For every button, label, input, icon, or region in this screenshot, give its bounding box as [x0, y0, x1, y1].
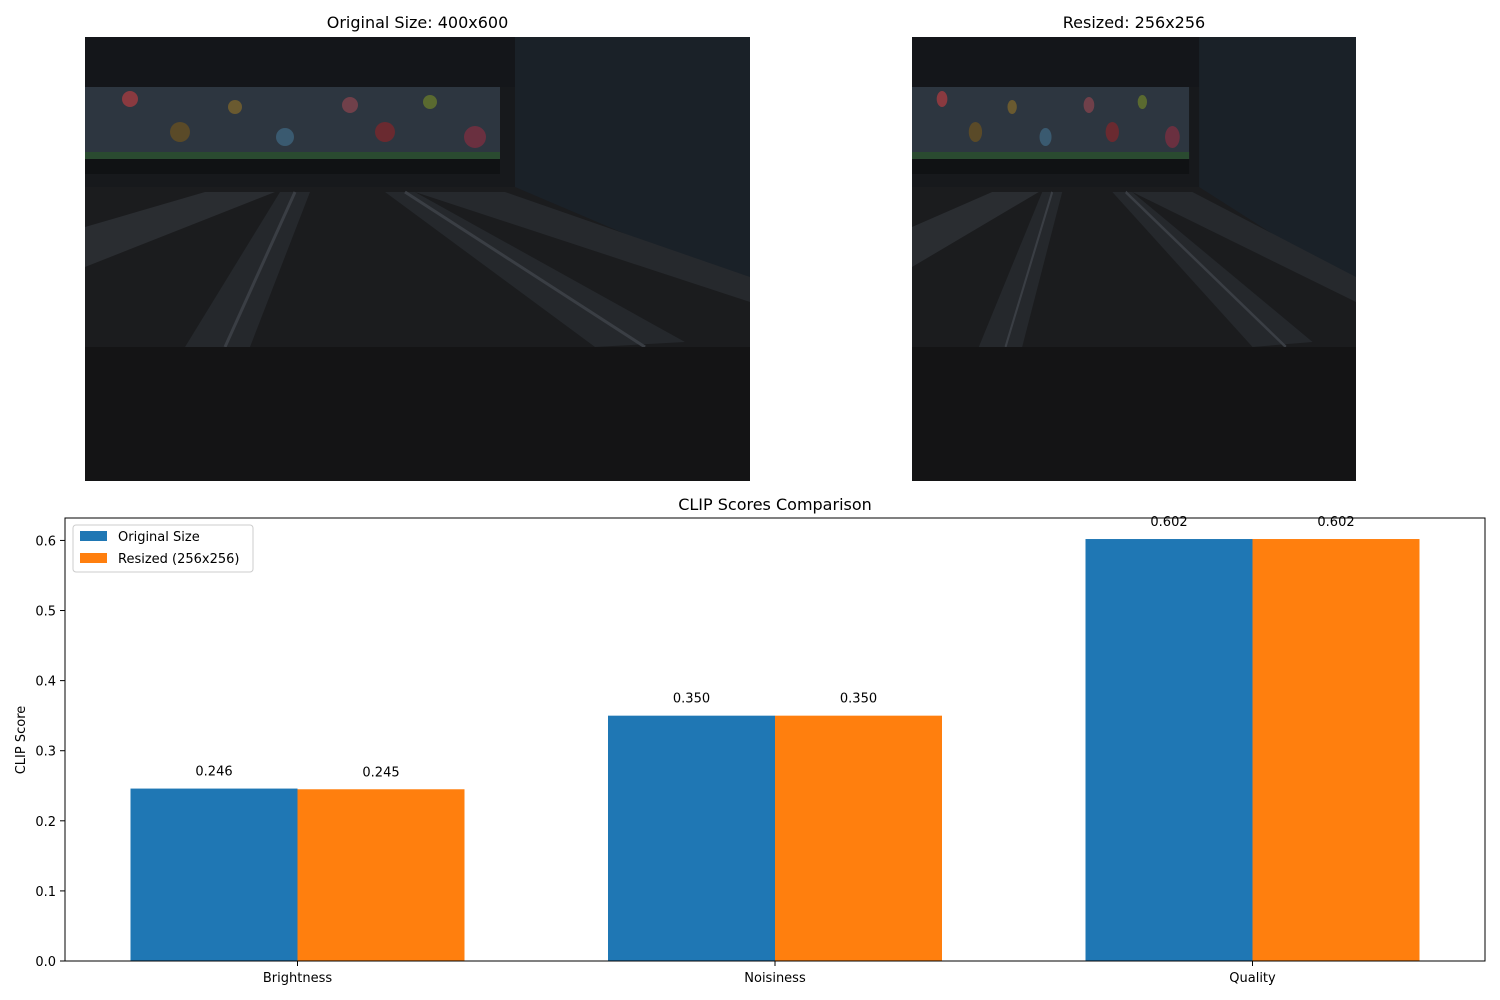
x-tick-label: Brightness — [263, 971, 332, 986]
y-axis-label: CLIP Score — [14, 706, 29, 775]
resized-image-title: Resized: 256x256 — [1062, 13, 1206, 32]
data-label: 0.350 — [673, 692, 710, 707]
legend: Original Size Resized (256x256) — [72, 524, 254, 573]
original-image-title: Original Size: 400x600 — [326, 13, 509, 32]
plot-frame — [64, 517, 1486, 962]
y-tick-label: 0.2 — [35, 815, 56, 830]
data-label: 0.350 — [840, 692, 877, 707]
data-label: 0.602 — [1150, 515, 1187, 530]
bar-brightness-series-2 — [297, 789, 465, 961]
legend-swatch — [80, 553, 107, 563]
data-label: 0.602 — [1317, 515, 1354, 530]
bar-brightness-series-1 — [130, 788, 298, 961]
y-tick-label: 0.5 — [35, 605, 56, 620]
bar-noisiness-series-1 — [608, 715, 775, 961]
legend-label: Resized (256x256) — [118, 552, 240, 567]
data-label: 0.246 — [195, 765, 232, 780]
y-tick-label: 0.0 — [35, 955, 56, 970]
bar-quality-series-1 — [1085, 539, 1253, 961]
original-image — [85, 37, 750, 481]
bar-quality-series-2 — [1252, 539, 1420, 961]
legend-box — [72, 524, 254, 573]
resized-image — [912, 37, 1356, 481]
y-tick-label: 0.3 — [35, 745, 56, 760]
data-label: 0.245 — [362, 765, 399, 780]
legend-label: Original Size — [118, 530, 200, 545]
clip-scores-chart: CLIP Scores Comparison CLIP Score 0.246 0… — [14, 495, 1486, 986]
y-tick-label: 0.6 — [35, 534, 56, 549]
legend-swatch — [80, 531, 107, 541]
bar-noisiness-series-2 — [775, 715, 942, 961]
x-tick-label: Noisiness — [744, 971, 806, 986]
y-tick-label: 0.1 — [35, 885, 56, 900]
chart-title: CLIP Scores Comparison — [678, 495, 872, 514]
x-tick-label: Quality — [1229, 971, 1276, 986]
y-tick-label: 0.4 — [35, 675, 56, 690]
